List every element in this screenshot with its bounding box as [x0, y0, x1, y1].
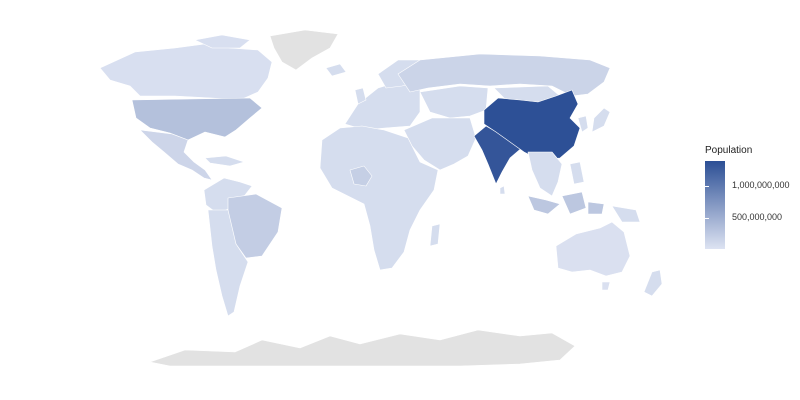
map-country-africa[interactable] [319, 125, 439, 271]
map-country-nigeria[interactable] [349, 165, 373, 187]
map-country-united-kingdom[interactable] [354, 87, 367, 105]
map-country-japan[interactable] [591, 107, 611, 133]
map-country-china[interactable] [483, 89, 581, 161]
map-country-australia[interactable] [555, 221, 631, 277]
legend: Population 1,000,000,000 500,000,000 [703, 145, 798, 265]
map-country-middle-east[interactable] [403, 117, 477, 171]
map-country-antarctica[interactable] [149, 329, 576, 367]
map-country-southern-south-america[interactable] [207, 209, 249, 317]
legend-colorbar [705, 161, 725, 249]
map-country-arctic-islands[interactable] [194, 34, 251, 49]
map-country-philippines[interactable] [569, 161, 585, 185]
map-country-russia[interactable] [397, 53, 611, 97]
legend-label-1b: 1,000,000,000 [732, 180, 790, 191]
map-country-sri-lanka[interactable] [499, 185, 506, 195]
map-country-korea[interactable] [577, 115, 589, 133]
map-land-layer [99, 29, 663, 367]
map-country-central-asia[interactable] [419, 85, 489, 119]
map-country-caribbean[interactable] [204, 155, 245, 167]
map-country-mexico[interactable] [139, 129, 213, 181]
map-country-new-zealand[interactable] [643, 269, 663, 297]
map-country-papua-new-guinea[interactable] [611, 205, 641, 223]
legend-tick [705, 217, 709, 219]
legend-title: Population [705, 145, 753, 156]
legend-label-500m: 500,000,000 [732, 211, 783, 222]
map-country-canada[interactable] [99, 43, 273, 101]
map-country-tasmania[interactable] [601, 281, 611, 291]
legend-tick [726, 186, 730, 188]
legend-tick [726, 217, 730, 219]
map-country-southeast-asia[interactable] [527, 151, 563, 197]
map-country-iceland[interactable] [325, 63, 347, 77]
map-country-greenland[interactable] [269, 29, 339, 71]
map-country-madagascar[interactable] [429, 223, 441, 247]
map-country-united-states[interactable] [131, 97, 263, 141]
map-country-indonesia[interactable] [527, 191, 605, 215]
legend-tick [705, 186, 709, 188]
map-country-northern-south-america[interactable] [203, 177, 253, 215]
